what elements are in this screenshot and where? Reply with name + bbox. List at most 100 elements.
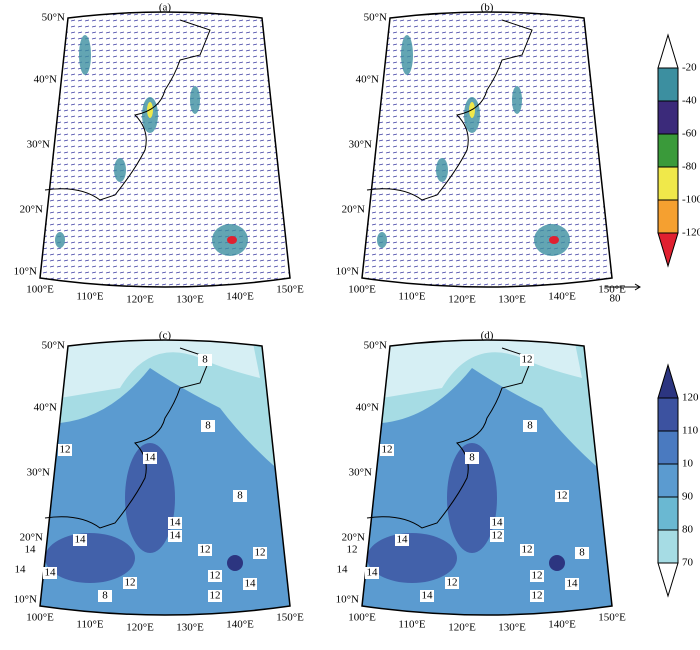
contour-label: 14 [492,517,504,529]
lat-label: 20°N [20,532,43,544]
lat-label: 10°N [14,594,37,606]
lat-label: 30°N [349,467,372,479]
contour-label: 12 [532,590,543,602]
contour-label-bg [198,354,212,366]
lat-label: 10°N [336,594,359,606]
colorbar-swatch [657,430,679,465]
lon-label: 100°E [26,284,54,296]
contour-label-bg [13,564,27,576]
colorbar-tick-label: -60 [682,128,697,140]
contour-label: 12 [60,444,71,456]
colorbar-swatch [657,496,679,531]
contour-label: 14 [25,544,37,556]
lightest-area [60,340,260,398]
contour-label: 8 [579,547,585,559]
map-frame [361,11,613,288]
contour-label-bg [168,530,182,542]
contour-label-bg [465,452,479,464]
contour-label-bg [123,577,137,589]
colorbar-end [657,232,679,268]
contour-label: 12 [532,570,543,582]
contour-label-bg [523,420,537,432]
map-panel: (b) 50°N 40°N 30°N 20°N 10°N 100°E 110°E 120°E 13… [336,2,641,306]
contour-label-bg [555,490,569,502]
map-fill [40,12,290,287]
contour-label: 12 [255,547,266,559]
colorbar-end [657,33,679,69]
contour-label-bg [530,570,544,582]
dark-area [367,533,457,583]
lightest-area [382,340,582,398]
contour-label-bg [380,444,394,456]
lon-label: 120°E [126,622,154,634]
colorbar-swatch [657,100,679,135]
contour-label: 14 [170,530,182,542]
lat-label: 30°N [27,139,50,151]
lat-label: 10°N [336,266,359,278]
coastline [44,19,211,201]
contour-label-bg [23,544,37,556]
colorbar-swatch [657,463,679,498]
colorbar: 120 110 10 90 80 70 [657,363,699,598]
lat-label: 20°N [342,532,365,544]
reference-arrow [605,283,641,291]
contour-label-bg [198,544,212,556]
contour-label-bg [43,567,57,579]
colorbar-end [657,562,679,598]
lon-label: 150°E [598,612,626,624]
dark-area [125,443,175,553]
rain-blob [377,232,387,248]
lon-label: 100°E [26,612,54,624]
contour-label: 14 [245,578,257,590]
contour-label: 12 [210,590,221,602]
contour-label-bg [243,578,257,590]
contour-label: 8 [237,490,243,502]
contour-label-bg [575,547,589,559]
contour-label: 14 [397,534,409,546]
contour-label: 12 [347,544,358,556]
contour-label: 14 [337,564,349,576]
contour-label: 12 [210,570,221,582]
lon-label: 130°E [176,294,204,306]
contour-label: 14 [75,534,87,546]
contour-label-bg [73,534,87,546]
map-frame [39,11,291,288]
contour-label-bg [208,590,222,602]
contour-label: 12 [382,444,393,456]
contour-label: 12 [125,577,136,589]
lon-label: 140°E [548,291,576,303]
rain-blob [190,86,200,114]
contour-label: 12 [522,354,533,366]
lat-label: 40°N [356,402,379,414]
colorbar-tick-label: -100 [682,194,700,206]
colorbar-tick-label: 90 [682,491,694,503]
panel-label: (b) [481,2,494,14]
contour-label-bg [565,578,579,590]
rain-blob [114,158,126,182]
lon-label: 120°E [126,294,154,306]
lat-label: 40°N [356,74,379,86]
contour-label-bg [520,354,534,366]
rain-blob [55,232,65,248]
lat-label: 30°N [349,139,372,151]
lon-label: 110°E [76,291,103,303]
contour-label-bg [58,444,72,456]
contour-label: 12 [447,577,458,589]
rain-blob [436,158,448,182]
contour-label-bg [143,452,157,464]
rain-blob [79,35,91,75]
contour-label: 12 [200,544,211,556]
contour-label-bg [253,547,267,559]
colorbar-swatch [657,529,679,564]
lon-label: 100°E [348,284,376,296]
lon-label: 140°E [548,619,576,631]
contour-label-bg [420,590,434,602]
dark-core [549,555,565,571]
contour-label: 8 [202,354,208,366]
lon-label: 100°E [348,612,376,624]
contour-label-bg [335,564,349,576]
contour-label: 8 [469,452,475,464]
colorbar-tick-label: 110 [682,425,699,437]
lat-label: 10°N [14,266,37,278]
